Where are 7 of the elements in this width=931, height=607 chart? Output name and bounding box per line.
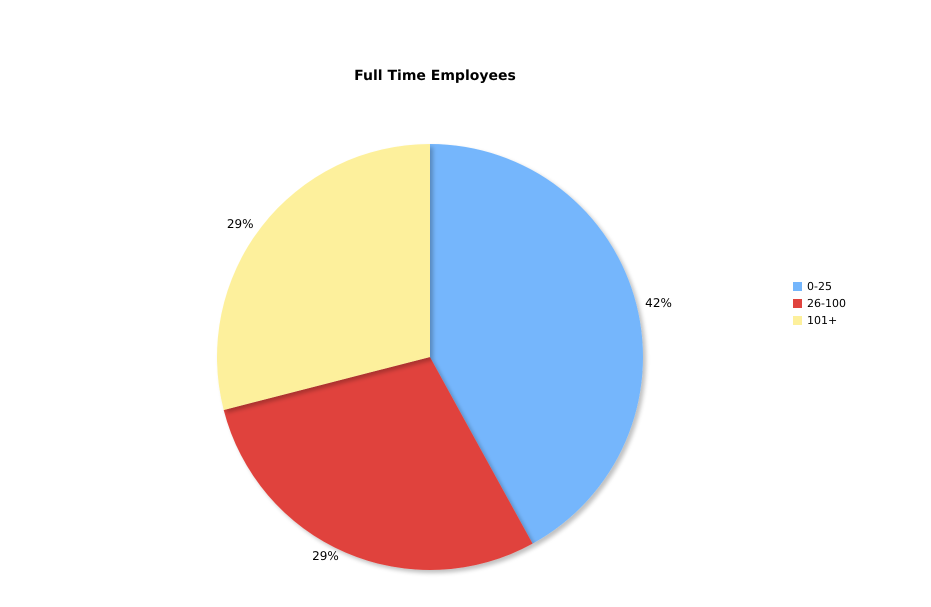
data-label: 29% <box>312 549 339 564</box>
data-label: 42% <box>645 296 672 310</box>
data-label: 29% <box>226 217 254 231</box>
legend-label: 101+ <box>807 314 838 327</box>
legend-label: 26-100 <box>807 297 846 310</box>
chart-title: Full Time Employees <box>354 68 516 84</box>
legend-label: 0-25 <box>807 280 832 293</box>
